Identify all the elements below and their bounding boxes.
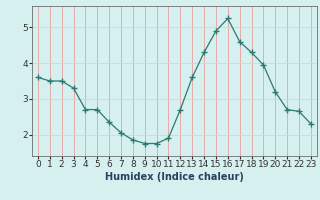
X-axis label: Humidex (Indice chaleur): Humidex (Indice chaleur) [105,172,244,182]
